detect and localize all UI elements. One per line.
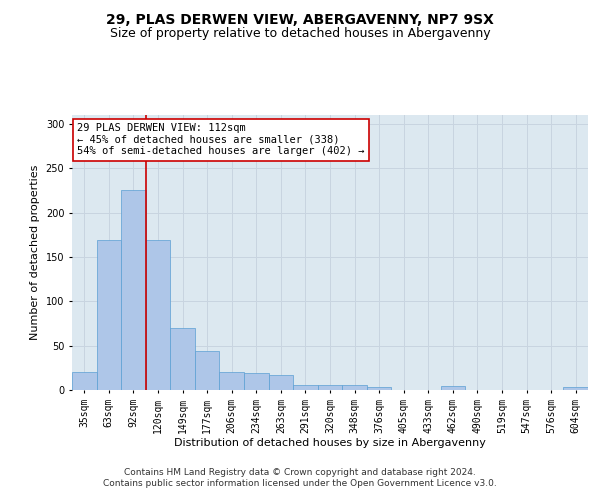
Text: Contains HM Land Registry data © Crown copyright and database right 2024.
Contai: Contains HM Land Registry data © Crown c…: [103, 468, 497, 487]
Bar: [195, 351, 220, 390]
Bar: [146, 240, 170, 390]
Bar: [318, 384, 342, 390]
Text: 29 PLAS DERWEN VIEW: 112sqm
← 45% of detached houses are smaller (338)
54% of se: 29 PLAS DERWEN VIEW: 112sqm ← 45% of det…: [77, 123, 365, 156]
Bar: [121, 190, 146, 390]
Bar: [440, 386, 465, 390]
Bar: [342, 384, 367, 390]
Bar: [72, 372, 97, 390]
Bar: [367, 388, 391, 390]
Bar: [563, 388, 588, 390]
Bar: [97, 240, 121, 390]
Bar: [220, 372, 244, 390]
Bar: [170, 328, 195, 390]
Y-axis label: Number of detached properties: Number of detached properties: [30, 165, 40, 340]
Bar: [244, 373, 269, 390]
Bar: [293, 384, 318, 390]
X-axis label: Distribution of detached houses by size in Abergavenny: Distribution of detached houses by size …: [174, 438, 486, 448]
Text: Size of property relative to detached houses in Abergavenny: Size of property relative to detached ho…: [110, 28, 490, 40]
Bar: [269, 375, 293, 390]
Text: 29, PLAS DERWEN VIEW, ABERGAVENNY, NP7 9SX: 29, PLAS DERWEN VIEW, ABERGAVENNY, NP7 9…: [106, 12, 494, 26]
